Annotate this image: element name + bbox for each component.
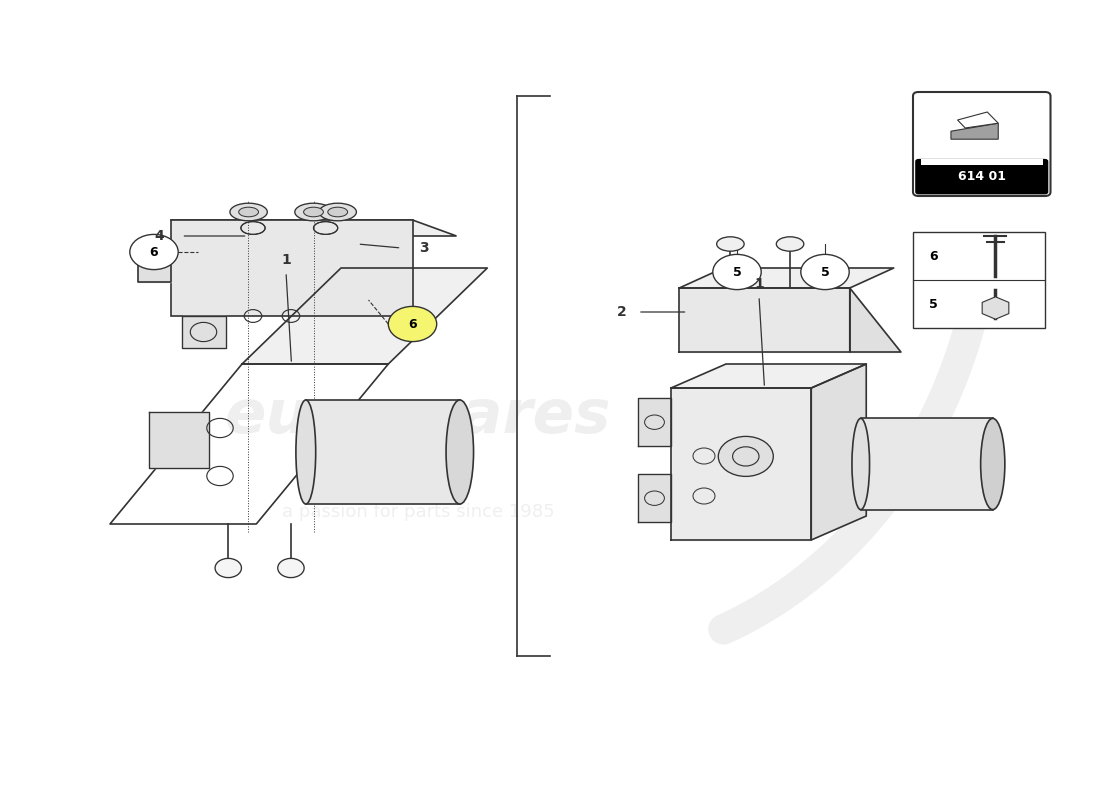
Ellipse shape [716, 237, 744, 251]
Text: 614 01: 614 01 [958, 170, 1005, 183]
Text: 1: 1 [282, 253, 290, 267]
Polygon shape [138, 254, 170, 282]
Text: 6: 6 [408, 318, 417, 330]
Ellipse shape [777, 237, 804, 251]
Circle shape [388, 306, 437, 342]
Ellipse shape [295, 203, 332, 221]
Circle shape [713, 254, 761, 290]
FancyBboxPatch shape [913, 92, 1050, 196]
Ellipse shape [296, 400, 316, 504]
Polygon shape [148, 412, 209, 468]
Text: eurospares: eurospares [224, 386, 612, 446]
Circle shape [216, 558, 242, 578]
Polygon shape [170, 220, 456, 236]
Polygon shape [182, 316, 225, 348]
Polygon shape [671, 364, 867, 388]
Bar [921, 159, 1043, 165]
Text: a passion for parts since 1985: a passion for parts since 1985 [282, 503, 554, 521]
Ellipse shape [328, 207, 348, 217]
Text: 5: 5 [930, 298, 938, 310]
Polygon shape [982, 297, 1009, 319]
Ellipse shape [239, 207, 258, 217]
Circle shape [801, 254, 849, 290]
Text: 1: 1 [755, 277, 763, 291]
FancyBboxPatch shape [915, 159, 1048, 194]
Text: 4: 4 [155, 229, 164, 243]
Circle shape [277, 558, 304, 578]
Polygon shape [242, 268, 487, 364]
Polygon shape [170, 220, 412, 316]
Text: 3: 3 [419, 241, 428, 255]
Ellipse shape [230, 203, 267, 221]
FancyBboxPatch shape [913, 232, 1045, 328]
Ellipse shape [447, 400, 474, 504]
Text: 5: 5 [733, 266, 741, 278]
Polygon shape [679, 288, 849, 352]
Text: 2: 2 [617, 305, 626, 319]
Polygon shape [957, 112, 999, 128]
Circle shape [718, 437, 773, 476]
Text: 6: 6 [930, 250, 938, 262]
Text: 5: 5 [821, 266, 829, 278]
Polygon shape [638, 398, 671, 446]
Text: 6: 6 [150, 246, 158, 258]
Polygon shape [638, 474, 671, 522]
Polygon shape [306, 400, 460, 504]
Ellipse shape [304, 207, 323, 217]
Polygon shape [849, 288, 901, 352]
Ellipse shape [852, 418, 870, 510]
Polygon shape [860, 418, 993, 510]
Polygon shape [671, 388, 811, 540]
Polygon shape [950, 123, 999, 139]
Ellipse shape [981, 418, 1005, 510]
Polygon shape [679, 268, 893, 288]
Polygon shape [811, 364, 867, 540]
Circle shape [130, 234, 178, 270]
Ellipse shape [319, 203, 356, 221]
